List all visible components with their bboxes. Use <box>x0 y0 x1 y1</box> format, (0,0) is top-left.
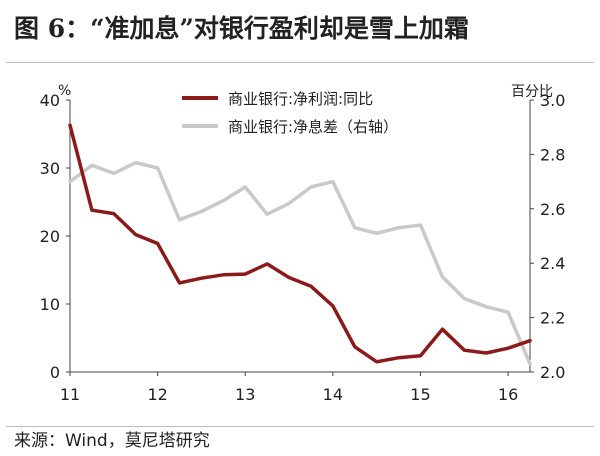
x-tick-label: 16 <box>498 385 518 404</box>
series-lines <box>68 123 532 366</box>
source-note: 来源：Wind，莫尼塔研究 <box>14 431 210 451</box>
right-tick-label: 3.0 <box>540 91 565 110</box>
legend-label: 商业银行:净息差（右轴） <box>228 118 398 136</box>
chart-axes <box>66 99 534 376</box>
left-tick-label: 20 <box>40 227 60 246</box>
left-tick-label: 30 <box>40 159 60 178</box>
net-profit-yoy-line <box>68 123 532 364</box>
title-divider <box>6 62 594 63</box>
chart-title: 图 6：“准加息”对银行盈利却是雪上加霜 <box>14 14 469 43</box>
left-tick-label: 40 <box>40 91 60 110</box>
left-tick-label: 0 <box>50 363 60 382</box>
net-interest-margin-line <box>68 160 532 366</box>
left-tick-label: 10 <box>40 295 60 314</box>
x-tick-label: 15 <box>410 385 430 404</box>
x-tick-label: 11 <box>60 385 80 404</box>
left-axis-unit: % <box>58 83 71 99</box>
right-tick-label: 2.6 <box>540 200 565 219</box>
right-tick-label: 2.2 <box>540 309 565 328</box>
legend-label: 商业银行:净利润:同比 <box>228 90 373 108</box>
right-tick-label: 2.4 <box>540 254 565 273</box>
x-tick-label: 12 <box>147 385 167 404</box>
right-axis-unit: 百分比 <box>511 84 553 100</box>
right-tick-label: 2.0 <box>540 363 565 382</box>
right-tick-label: 2.8 <box>540 145 565 164</box>
x-tick-label: 13 <box>235 385 255 404</box>
x-tick-label: 14 <box>323 385 343 404</box>
source-divider <box>6 426 594 427</box>
